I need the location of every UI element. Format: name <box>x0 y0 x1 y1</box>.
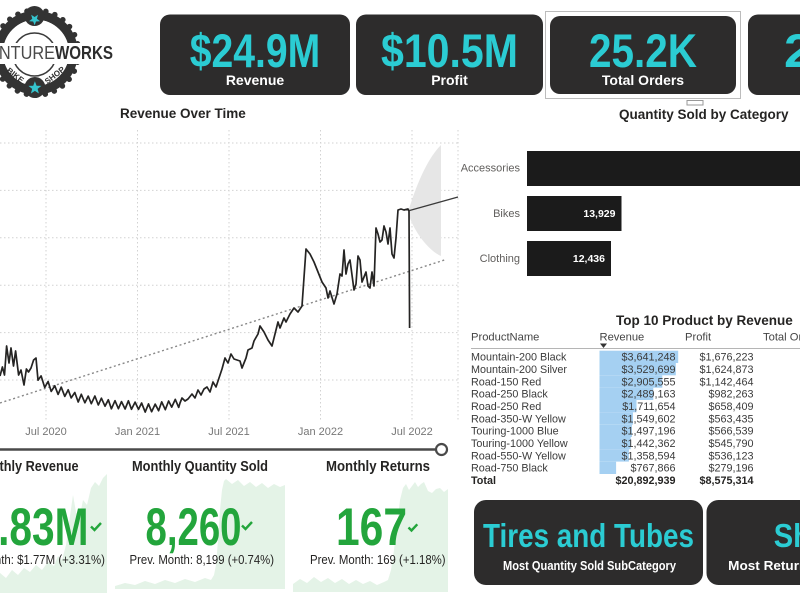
svg-text:Touring-1000 Yellow: Touring-1000 Yellow <box>471 438 568 450</box>
svg-text:$20,892,939: $20,892,939 <box>615 475 675 487</box>
svg-text:$767,866: $767,866 <box>630 463 675 475</box>
svg-text:1.83M: 1.83M <box>0 498 89 557</box>
svg-text:$566,539: $566,539 <box>708 426 753 438</box>
svg-text:Road-550-W Yellow: Road-550-W Yellow <box>471 450 566 462</box>
svg-text:$658,409: $658,409 <box>708 401 753 413</box>
svg-text:Road-150 Red: Road-150 Red <box>471 376 541 388</box>
svg-text:Total Orders: Total Orders <box>602 72 684 88</box>
svg-text:Revenue: Revenue <box>600 332 645 344</box>
svg-text:Profit: Profit <box>431 72 468 88</box>
svg-text:167: 167 <box>336 498 407 557</box>
svg-text:$563,435: $563,435 <box>708 413 753 425</box>
svg-text:ProductName: ProductName <box>471 332 539 344</box>
svg-text:Mountain-200 Black: Mountain-200 Black <box>471 352 567 364</box>
svg-text:$545,790: $545,790 <box>708 438 753 450</box>
svg-text:Total Or: Total Or <box>763 332 800 344</box>
svg-text:ADVENTURE: ADVENTURE <box>0 42 55 63</box>
svg-text:Monthly Quantity Sold: Monthly Quantity Sold <box>132 459 268 475</box>
svg-text:$24.9M: $24.9M <box>190 24 321 77</box>
svg-text:$1,624,873: $1,624,873 <box>699 364 753 376</box>
svg-text:$536,123: $536,123 <box>708 450 753 462</box>
svg-text:WORKS: WORKS <box>55 42 113 63</box>
svg-text:Road-750 Black: Road-750 Black <box>471 463 548 475</box>
svg-text:25.2K: 25.2K <box>589 24 697 77</box>
svg-text:Monthly Returns: Monthly Returns <box>326 459 430 475</box>
svg-text:Touring-1000 Blue: Touring-1000 Blue <box>471 426 559 438</box>
svg-text:Top 10 Product by Revenue: Top 10 Product by Revenue <box>616 313 793 328</box>
svg-text:$982,263: $982,263 <box>708 389 753 401</box>
svg-text:Tires and Tubes: Tires and Tubes <box>483 517 694 554</box>
svg-text:Jan 2022: Jan 2022 <box>298 426 343 438</box>
svg-text:$279,196: $279,196 <box>708 463 753 475</box>
svg-text:Prev. Month: 8,199 (+0.74%): Prev. Month: 8,199 (+0.74%) <box>130 553 275 567</box>
svg-text:$2,489,163: $2,489,163 <box>621 389 675 401</box>
svg-text:8,260: 8,260 <box>146 498 242 557</box>
svg-text:Profit: Profit <box>685 332 712 344</box>
svg-text:$1,676,223: $1,676,223 <box>699 352 753 364</box>
svg-text:$2,905,555: $2,905,555 <box>621 376 675 388</box>
svg-text:Jul 2022: Jul 2022 <box>391 426 433 438</box>
svg-text:12,436: 12,436 <box>573 253 605 265</box>
svg-text:Jan 2021: Jan 2021 <box>115 426 160 438</box>
svg-text:Bikes: Bikes <box>493 208 520 220</box>
svg-text:$1,497,196: $1,497,196 <box>621 426 675 438</box>
svg-text:$10.5M: $10.5M <box>381 24 518 77</box>
svg-text:2.2%: 2.2% <box>784 24 800 77</box>
svg-text:Clothing: Clothing <box>480 253 520 265</box>
svg-text:Jul 2021: Jul 2021 <box>208 426 250 438</box>
svg-text:Most Quantity Sold SubCategory: Most Quantity Sold SubCategory <box>503 559 676 573</box>
svg-text:$1,142,464: $1,142,464 <box>699 376 753 388</box>
svg-text:Prev. Month: 169 (+1.18%): Prev. Month: 169 (+1.18%) <box>310 553 446 567</box>
svg-text:Shorts: Shorts <box>774 517 800 554</box>
svg-text:$1,358,594: $1,358,594 <box>621 450 675 462</box>
svg-text:13,929: 13,929 <box>583 208 615 220</box>
svg-text:Revenue Over Time: Revenue Over Time <box>120 106 246 121</box>
svg-text:Monthly Revenue: Monthly Revenue <box>0 459 79 475</box>
svg-text:Quantity Sold by Category: Quantity Sold by Category <box>619 107 789 122</box>
svg-text:$1,711,654: $1,711,654 <box>622 401 675 413</box>
svg-text:$8,575,314: $8,575,314 <box>699 475 753 487</box>
svg-text:Accessories: Accessories <box>461 163 521 175</box>
svg-text:Mountain-200 Silver: Mountain-200 Silver <box>471 364 567 376</box>
svg-text:$3,641,248: $3,641,248 <box>621 352 675 364</box>
svg-text:Road-350-W Yellow: Road-350-W Yellow <box>471 413 566 425</box>
svg-text:Road-250 Black: Road-250 Black <box>471 389 548 401</box>
svg-text:$1,549,602: $1,549,602 <box>621 413 675 425</box>
svg-text:Road-250 Red: Road-250 Red <box>471 401 541 413</box>
svg-text:$1,442,362: $1,442,362 <box>621 438 675 450</box>
svg-text:$3,529,699: $3,529,699 <box>621 364 675 376</box>
svg-text:Total: Total <box>471 475 496 487</box>
svg-text:Jul 2020: Jul 2020 <box>25 426 67 438</box>
svg-text:Most Returned SubCategory: Most Returned SubCategory <box>728 559 800 573</box>
svg-text:Prev. Month: $1.77M (+3.31%): Prev. Month: $1.77M (+3.31%) <box>0 553 105 567</box>
svg-text:Revenue: Revenue <box>226 72 285 88</box>
